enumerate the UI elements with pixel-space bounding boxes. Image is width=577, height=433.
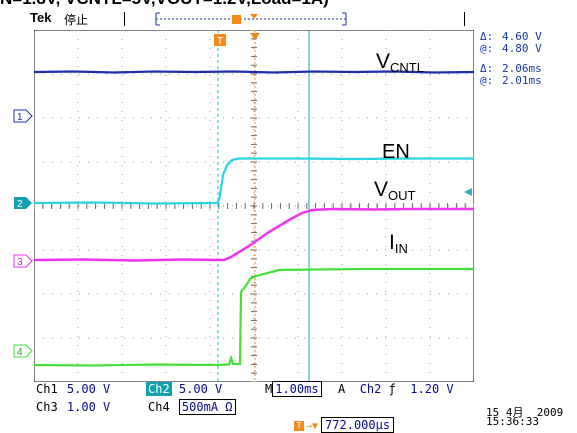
svg-text:4: 4 — [17, 347, 23, 358]
label-vcntl: VCNTL — [376, 50, 424, 75]
divider — [124, 12, 125, 26]
svg-text:3: 3 — [17, 257, 23, 268]
record-view-bar — [155, 12, 347, 26]
ch1-marker-icon: 1 — [13, 109, 33, 123]
status-bar: Tek 停止 — [0, 10, 577, 30]
cursor-v-delta: Δ: 4.60 V — [480, 30, 542, 43]
divider — [464, 12, 465, 26]
trace-ch1-vcntl — [34, 70, 474, 74]
record-position-marker — [250, 14, 258, 19]
trigger-settings[interactable]: A Ch2 ƒ 1.20 V — [338, 382, 454, 396]
label-en: EN — [382, 141, 410, 163]
brand-logo: Tek — [30, 10, 52, 25]
cursor-v-at: @: 4.80 V — [480, 42, 542, 55]
trigger-level-marker — [464, 188, 472, 196]
ch1-button[interactable]: Ch1 5.00 V — [36, 382, 111, 396]
run-state-label: 停止 — [64, 13, 89, 27]
page-title: N=1.8V, VCNTL=5V,VOUT=1.2V,Load=1A) — [0, 0, 577, 11]
cursor-t-at: @: 2.01ms — [480, 74, 542, 87]
label-vout: VOUT — [374, 178, 416, 203]
ch4-marker-icon: 4 — [13, 344, 33, 358]
trigger-arrow-icon — [250, 33, 260, 40]
date-label: 15 4月 2009 — [486, 406, 564, 419]
label-iin: IIN — [389, 231, 408, 256]
trace-ch2-en — [34, 157, 474, 205]
trigger-marker-icon: T — [294, 420, 304, 431]
time-label: 15:36:33 — [486, 415, 539, 428]
ch3-marker-icon: 3 — [13, 254, 33, 268]
trace-ch4-iin — [34, 267, 474, 367]
cursor-t-delta: Δ: 2.06ms — [480, 62, 542, 75]
settings-panel: Ch1 5.00 V Ch2 5.00 V M 1.00ms A Ch2 ƒ 1.… — [0, 381, 577, 433]
trace-ch3-vout — [34, 207, 474, 262]
graticule-center-ticks — [34, 30, 474, 382]
timebase-button[interactable]: M 1.00ms — [265, 381, 322, 397]
scope-screen: VCNTL EN VOUT IIN — [34, 30, 474, 382]
record-trigger-marker — [232, 15, 241, 24]
ch2-button[interactable]: Ch2 5.00 V — [146, 382, 223, 396]
trigger-position-readout[interactable]: T →▼ 772.000µs — [294, 417, 395, 433]
ch3-button[interactable]: Ch3 1.00 V — [36, 400, 111, 414]
svg-text:2: 2 — [17, 199, 23, 210]
ch2-marker-icon: 2 — [14, 197, 32, 210]
ch4-button[interactable]: Ch4 500mA Ω — [146, 399, 236, 415]
trigger-time-icon: T — [214, 34, 226, 47]
svg-text:T: T — [217, 36, 223, 47]
arrow-right-icon: →▼ — [306, 421, 319, 432]
svg-text:1: 1 — [17, 112, 23, 123]
